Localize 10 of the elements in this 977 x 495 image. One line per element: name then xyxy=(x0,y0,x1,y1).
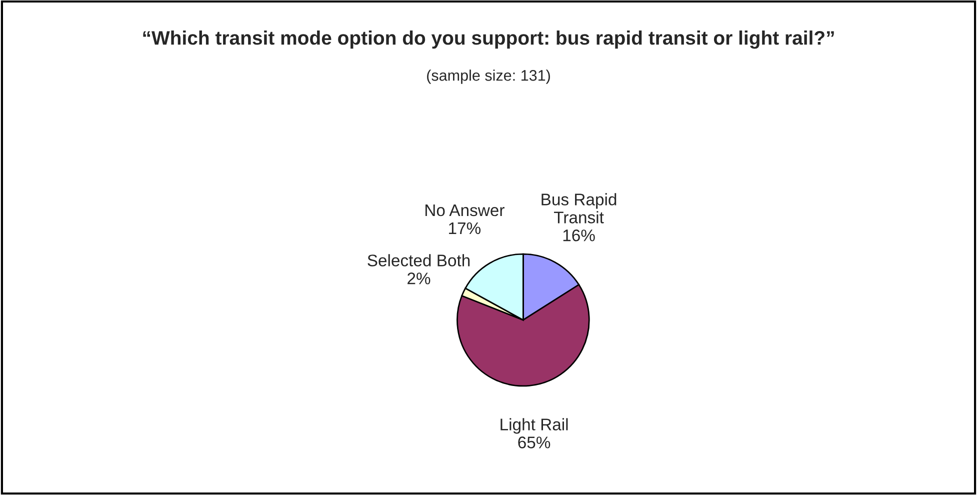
chart-subtitle: (sample size: 131) xyxy=(427,70,550,84)
slice-label: Bus Rapid Transit xyxy=(542,193,616,224)
data-label: 17% xyxy=(449,222,481,234)
chart-title: “Which transit mode option do you support: bus rapid transit or light rail?” xyxy=(143,30,834,49)
data-label: 2% xyxy=(408,272,430,284)
data-label: 16% xyxy=(563,230,595,242)
slice-label: Light Rail xyxy=(500,418,568,434)
slice-label: No Answer xyxy=(426,204,504,216)
slice-label: Selected Both xyxy=(368,254,470,266)
data-label: 65% xyxy=(518,436,550,448)
